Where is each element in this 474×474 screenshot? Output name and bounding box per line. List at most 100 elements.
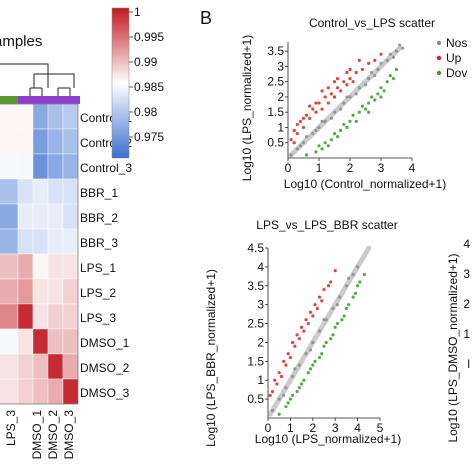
row-label: LPS_1	[80, 261, 116, 275]
scatter-point	[295, 389, 299, 394]
panel-letter: B	[200, 8, 212, 28]
colorbar-tick-label: 0.98	[134, 105, 158, 119]
y-tick-label: 4	[257, 260, 264, 274]
scatter-point	[354, 92, 358, 96]
heatmap-cell	[47, 328, 64, 355]
scatter-point	[340, 318, 344, 322]
scatter-point	[295, 131, 299, 136]
column-labels: LPS_3 DMSO_1 DMSO_2 DMSO_3	[4, 410, 76, 460]
colorbar-tick-label: 0.99	[134, 55, 158, 69]
scatter-point	[305, 135, 309, 139]
heatmap-cell	[0, 228, 19, 255]
scatter-point	[293, 344, 297, 348]
scatter-point	[289, 153, 293, 157]
scatter-point	[385, 80, 389, 84]
scatter-point	[301, 141, 306, 145]
scatter-point	[322, 287, 326, 292]
scatter-point	[320, 119, 324, 123]
column-label: DMSO_1	[30, 410, 44, 460]
scatter-point	[306, 371, 310, 375]
row-label: DMSO_1	[80, 336, 130, 350]
scatter-point	[329, 138, 333, 142]
scatter-point	[367, 61, 371, 65]
scatter-point	[273, 378, 277, 382]
heatmap-cell	[0, 103, 19, 130]
scatter-point	[295, 333, 299, 337]
group-bar-green	[0, 96, 18, 104]
heatmap-cell	[32, 128, 49, 155]
y-tick-label: 3.5	[267, 44, 284, 58]
colorbar-tick-label: 0.995	[134, 30, 164, 44]
scatter-point	[277, 412, 281, 416]
scatter-point	[291, 393, 295, 397]
scatter-point	[339, 128, 343, 133]
colorbar-ticks: 1 0.995 0.99 0.985 0.98 0.975	[129, 5, 164, 144]
scatter-point	[342, 314, 346, 318]
heatmap-cell	[62, 103, 79, 130]
scatter2-title: LPS_vs_LPS_BBR scatter	[256, 218, 397, 232]
scatter-point	[323, 119, 327, 123]
scatter3-y-tick-label: 2	[463, 297, 470, 311]
scatter-point	[289, 138, 293, 142]
scatter-point	[336, 135, 340, 139]
colorbar-tick-label: 0.985	[134, 80, 164, 94]
scatter-point	[338, 295, 342, 299]
heatmap-cell	[0, 278, 19, 305]
scatter-point	[347, 303, 351, 307]
scatter-point	[308, 310, 313, 314]
x-tick-label: 0	[265, 421, 272, 435]
scatter-point	[342, 80, 346, 84]
column-label: LPS_3	[4, 410, 18, 446]
scatter-point	[277, 371, 281, 375]
scatter-point	[297, 386, 301, 390]
heatmap-cell	[0, 328, 19, 355]
scatter-point	[314, 110, 318, 114]
scatter-point	[320, 299, 324, 303]
heatmap-cell	[32, 178, 49, 205]
scatter-point	[394, 49, 399, 53]
scatter-point	[351, 295, 355, 299]
x-tick-label: 2	[347, 161, 354, 175]
x-tick-label: 2	[309, 421, 316, 435]
scatter-point	[329, 116, 333, 120]
heatmap-cell	[0, 128, 19, 155]
scatter-point	[317, 355, 322, 360]
y-tick-label: 3	[277, 59, 284, 73]
scatter-point	[317, 125, 321, 130]
scatter-point	[275, 382, 279, 386]
heatmap-border	[0, 103, 79, 405]
heatmap-cell	[47, 153, 64, 180]
x-tick-label: 3	[378, 161, 385, 175]
scatter-point	[367, 110, 371, 114]
heatmap-cell	[17, 153, 34, 180]
scatter-point	[284, 386, 288, 390]
scatter-point	[326, 144, 330, 148]
y-tick-label: 1	[277, 120, 284, 134]
scatter-point	[301, 125, 306, 130]
scatter1-ylabel: Log10 (LPS_normalized+1)	[240, 35, 254, 181]
scatter-point	[324, 340, 328, 345]
row-labels: Control_1Control_2Control_3BBR_1BBR_2BBR…	[80, 111, 132, 400]
heatmap-cell	[32, 253, 49, 280]
scatter-point	[324, 318, 328, 322]
scatter-point	[379, 95, 383, 99]
scatter-point	[300, 325, 304, 329]
scatter-point	[332, 80, 337, 84]
scatter-point	[376, 67, 380, 72]
scatter-point	[282, 393, 286, 397]
heatmap-cell	[62, 128, 79, 155]
y-tick-label: 2.5	[247, 317, 264, 331]
column-dendrogram	[0, 63, 75, 96]
scatter-point	[363, 107, 368, 111]
heatmap-cell	[17, 128, 34, 155]
scatter-point	[336, 86, 340, 90]
row-label: BBR_2	[80, 211, 118, 225]
heatmap-cell	[17, 253, 34, 280]
scatter-point	[401, 46, 405, 50]
scatter-point	[356, 265, 360, 269]
scatter-point	[295, 147, 299, 151]
colorbar-tick-label: 0.975	[134, 130, 164, 144]
scatter-point	[373, 98, 377, 102]
scatter-point	[351, 272, 355, 277]
